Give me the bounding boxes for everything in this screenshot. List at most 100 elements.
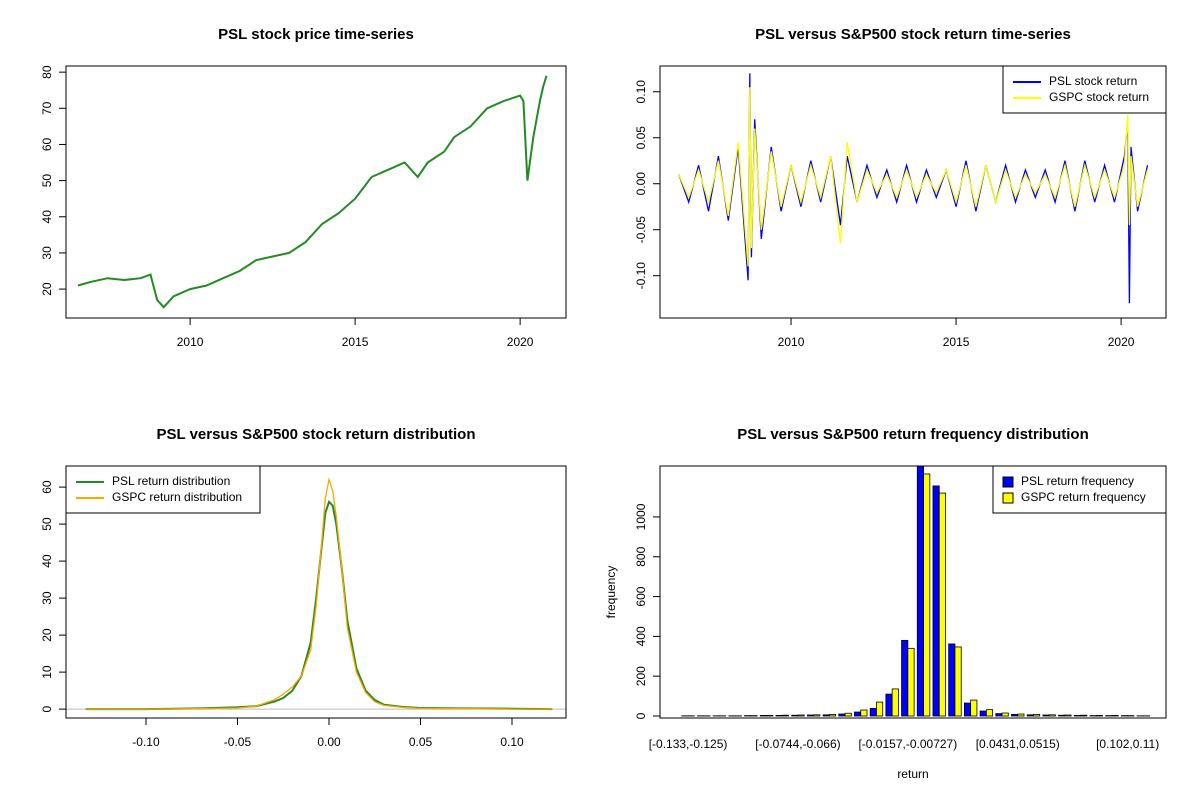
x-tick-label: [-0.0157,-0.00727) bbox=[858, 737, 957, 751]
bar bbox=[970, 699, 978, 717]
bar bbox=[1064, 714, 1072, 717]
series-line bbox=[678, 87, 1149, 267]
y-tick-label: 50 bbox=[40, 517, 54, 531]
bar bbox=[766, 715, 774, 717]
plot-frame bbox=[65, 465, 567, 719]
bar bbox=[775, 715, 783, 717]
bar bbox=[1026, 714, 1034, 717]
legend-label: PSL return frequency bbox=[1021, 474, 1134, 488]
bar bbox=[995, 713, 1003, 717]
bar bbox=[876, 701, 884, 717]
legend-box bbox=[65, 465, 261, 514]
legend-label: PSL stock return bbox=[1049, 74, 1137, 88]
x-tick-label: 0.00 bbox=[317, 735, 341, 749]
x-tick-label: [0.102,0.11) bbox=[1096, 737, 1159, 751]
bar bbox=[806, 714, 815, 717]
y-tick-label: 20 bbox=[40, 282, 54, 296]
x-tick-label: 2015 bbox=[342, 335, 369, 349]
x-tick-label: 2010 bbox=[778, 335, 805, 349]
y-tick-label: 20 bbox=[40, 628, 54, 642]
plot-frame bbox=[659, 65, 1167, 319]
bar bbox=[932, 485, 940, 717]
chart-title: PSL versus S&P500 return frequency distr… bbox=[737, 426, 1089, 443]
bar bbox=[985, 709, 994, 717]
legend-box bbox=[992, 465, 1167, 514]
y-tick-label: 0.10 bbox=[634, 80, 648, 104]
y-tick-label: 30 bbox=[40, 591, 54, 605]
x-tick-label: [0.0431,0.0515) bbox=[976, 737, 1060, 751]
series-line bbox=[85, 500, 553, 711]
plot-frame bbox=[659, 465, 1167, 719]
plot-area bbox=[77, 75, 548, 309]
x-tick-label: 2010 bbox=[177, 335, 204, 349]
bar bbox=[1048, 714, 1056, 717]
bar bbox=[938, 492, 946, 717]
panel: PSL stock price time-series 20 30 40 50 60 70 8… bbox=[40, 26, 567, 349]
bar bbox=[791, 714, 799, 717]
y-tick-label: 40 bbox=[40, 554, 54, 568]
y-tick-label: 800 bbox=[634, 546, 648, 566]
chart-title: PSL versus S&P500 stock return distribut… bbox=[157, 426, 476, 443]
x-tick-label: 2015 bbox=[943, 335, 970, 349]
y-tick-label: 600 bbox=[634, 586, 648, 606]
bar bbox=[1095, 715, 1103, 717]
bar bbox=[797, 714, 805, 717]
x-tick-label: [-0.0744,-0.066) bbox=[755, 737, 840, 751]
bar bbox=[1001, 712, 1009, 717]
legend-swatch bbox=[1002, 476, 1014, 488]
legend-label: GSPC return distribution bbox=[112, 490, 242, 504]
bar bbox=[1058, 714, 1066, 717]
y-tick-label: 60 bbox=[40, 480, 54, 494]
y-tick-label: 0 bbox=[40, 705, 54, 712]
bar bbox=[1073, 715, 1081, 717]
y-tick-label: 400 bbox=[634, 626, 648, 646]
bar bbox=[916, 466, 924, 717]
bar bbox=[923, 473, 931, 717]
y-tick-label: 60 bbox=[40, 137, 54, 151]
chart-title: PSL versus S&P500 stock return time-seri… bbox=[755, 26, 1071, 43]
y-tick-label: 1000 bbox=[634, 503, 648, 530]
bar bbox=[1011, 714, 1019, 717]
x-tick-label: 0.05 bbox=[409, 735, 433, 749]
bar bbox=[813, 714, 821, 717]
y-tick-label: 40 bbox=[40, 210, 54, 224]
bar bbox=[759, 715, 767, 717]
bar bbox=[885, 693, 893, 717]
y-tick-label: 30 bbox=[40, 246, 54, 260]
bar bbox=[948, 643, 956, 717]
series-line bbox=[77, 75, 548, 309]
y-tick-label: -0.05 bbox=[634, 216, 648, 244]
bar bbox=[1080, 714, 1088, 717]
plot-area bbox=[678, 73, 1149, 304]
bar bbox=[907, 647, 915, 717]
y-axis-label: frequency bbox=[604, 566, 618, 619]
bar bbox=[1017, 713, 1025, 717]
bar bbox=[844, 712, 852, 717]
y-tick-label: 0.00 bbox=[634, 172, 648, 196]
plot-area bbox=[66, 477, 566, 711]
x-tick-label: 2020 bbox=[1108, 335, 1135, 349]
bar bbox=[1033, 714, 1041, 717]
x-tick-label: 0.10 bbox=[500, 735, 524, 749]
y-tick-label: 80 bbox=[40, 65, 54, 79]
bar bbox=[891, 688, 899, 717]
bar bbox=[860, 709, 868, 717]
y-tick-label: 50 bbox=[40, 174, 54, 188]
bar bbox=[901, 639, 909, 717]
chart-title: PSL stock price time-series bbox=[218, 26, 414, 43]
bar bbox=[838, 713, 846, 717]
x-tick-label: [-0.133,-0.125) bbox=[649, 737, 728, 751]
bar bbox=[781, 714, 789, 717]
y-tick-label: 0.05 bbox=[634, 126, 648, 150]
panel: PSL versus S&P500 stock return time-seri… bbox=[634, 26, 1167, 349]
bar bbox=[1042, 714, 1050, 717]
bar bbox=[854, 711, 862, 717]
y-tick-label: 200 bbox=[634, 666, 648, 686]
bar bbox=[869, 708, 877, 717]
bar bbox=[1111, 715, 1119, 717]
x-tick-label: 2020 bbox=[507, 335, 534, 349]
x-axis-label: return bbox=[897, 767, 928, 781]
legend-label: GSPC stock return bbox=[1049, 90, 1149, 104]
bar bbox=[963, 702, 972, 717]
